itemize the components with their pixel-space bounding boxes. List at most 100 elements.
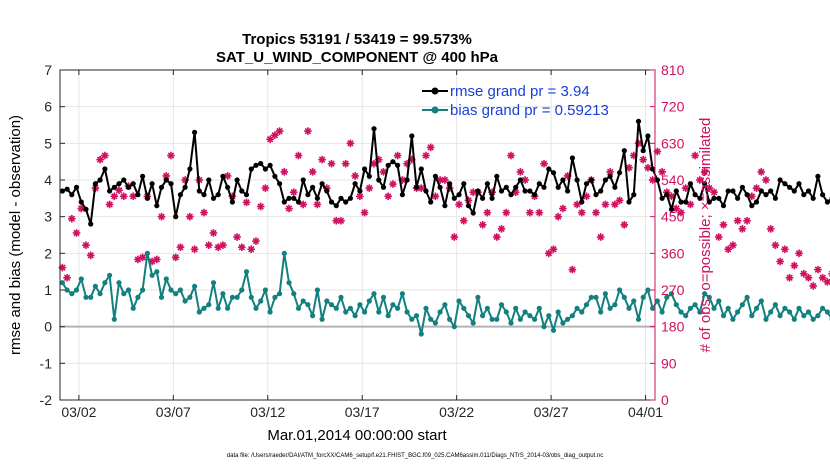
series-point [744,294,750,300]
y-right-tick-label: 360 [661,245,685,261]
series-point [739,302,746,308]
obs-point [393,151,402,160]
series-point [267,309,273,315]
obs-point [299,200,307,209]
series-point [593,192,599,198]
series-point [697,195,703,201]
y-right-tick-label: 180 [661,319,685,335]
series-point [248,294,254,300]
y-left-tick-label: 1 [44,282,52,298]
series-point [494,316,500,322]
series-point [385,162,391,168]
series-point [484,305,490,311]
series-point [498,188,505,194]
series-point [362,166,368,172]
obs-point [748,192,756,201]
series-point [319,316,325,322]
series-point [380,184,387,190]
series-point [390,159,396,165]
series-point [772,302,779,308]
x-axis-label: Mar.01,2014 00:00:00 start [267,427,447,444]
chart-title: Tropics 53191 / 53419 = 99.573% [242,31,472,48]
series-point [192,283,198,289]
series-point [432,173,438,179]
series-point [281,199,287,205]
series-point [735,195,741,201]
series-point [277,291,283,297]
series-point [225,184,231,190]
series-point [513,305,519,311]
series-point [357,302,363,308]
obs-point [738,225,747,233]
series-point [687,181,694,187]
obs-point [785,273,794,282]
obs-point [318,155,326,164]
obs-point [431,192,440,201]
series-point [286,195,292,201]
y-right-tick-label: 270 [661,282,685,298]
series-point [116,280,122,286]
series-point [418,166,424,172]
obs-point [757,168,766,176]
series-point [550,327,557,333]
series-point [121,291,127,297]
series-point [607,305,613,311]
series-point [565,188,571,194]
data-file-footer: data file: /Users/raeder/DAI/ATM_forcXX/… [227,453,603,459]
series-point [376,177,382,183]
obs-point [110,192,119,201]
series-point [210,280,217,286]
series-point [111,184,117,190]
y-right-tick-label: 810 [661,62,685,78]
series-point [409,133,415,139]
series-point [413,313,420,319]
series-point [395,162,401,168]
obs-point [219,241,227,249]
x-tick-label: 03/12 [250,404,285,420]
series-point [428,199,434,205]
obs-point [502,208,511,217]
series-point [480,195,486,201]
series-point [706,199,712,205]
series-point [215,192,221,198]
series-point [333,203,339,209]
y-left-tick-label: -1 [40,355,53,371]
series-point [442,302,448,308]
series-point [125,287,132,293]
series-point [447,181,453,187]
series-point [702,181,708,187]
series-point [300,298,306,304]
plot-area [60,70,655,400]
series-point [815,313,821,319]
series-point [475,294,481,300]
series-point [640,148,646,154]
left-y-axis-label: rmse and bias (model - observation) [7,115,24,355]
obs-point [497,225,506,233]
obs-point [809,282,817,290]
series-point [225,305,231,311]
series-point [489,316,495,322]
series-point [248,166,254,172]
series-point [588,294,594,300]
obs-point [379,168,388,176]
y-right-tick-label: 0 [661,392,669,408]
series-point [338,195,344,201]
series-point [805,188,812,194]
series-point [683,199,689,205]
series-point [281,250,287,256]
series-point [404,177,410,183]
obs-point [105,200,114,209]
series-point [659,309,665,315]
series-point [612,184,618,190]
series-point [711,195,717,201]
series-point [796,181,802,187]
obs-point [455,200,463,209]
series-point [88,221,94,227]
series-point [64,186,70,192]
series-point [177,287,183,293]
series-point [229,294,235,300]
series-point [413,184,420,190]
series-point [437,184,443,190]
series-point [650,305,656,311]
series-point [192,129,198,135]
